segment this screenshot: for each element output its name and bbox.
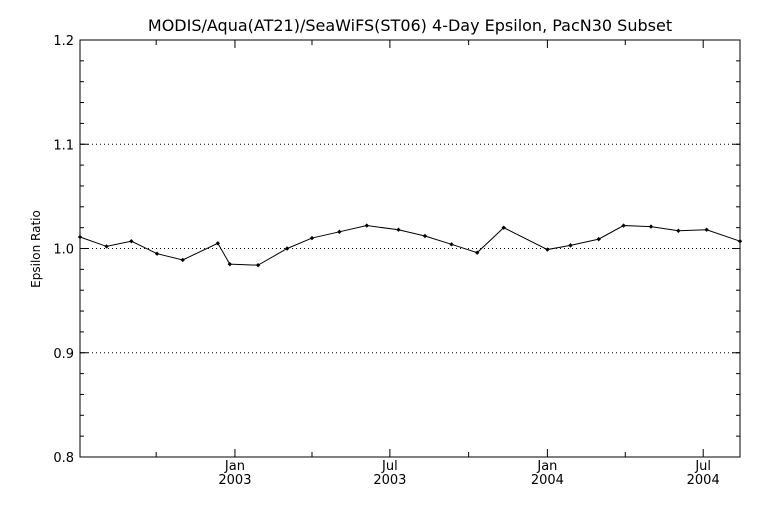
- x-tick-label-month: Jan: [536, 459, 557, 474]
- data-point-marker: [337, 229, 342, 235]
- data-point-marker: [215, 241, 221, 246]
- data-point-marker: [255, 262, 261, 268]
- data-point-marker: [284, 246, 290, 251]
- x-tick-label-year: 2004: [531, 473, 564, 488]
- y-tick-label: 1.2: [53, 34, 74, 49]
- data-point-marker: [501, 225, 506, 230]
- y-axis-label: Epsilon Ratio: [29, 210, 43, 288]
- data-point-marker: [704, 227, 709, 232]
- data-point-marker: [104, 244, 109, 249]
- data-point-marker: [227, 261, 233, 267]
- data-point-marker: [364, 223, 369, 228]
- y-tick-label: 1.1: [53, 138, 74, 153]
- data-point-marker: [422, 233, 428, 239]
- data-point-marker: [77, 234, 83, 240]
- x-tick-label-month: Jul: [694, 459, 711, 474]
- y-tick-label: 1.0: [53, 243, 74, 258]
- axes-layer: 0.80.91.01.11.2Jan2003Jul2003Jan2004Jul2…: [53, 34, 741, 488]
- y-tick-label: 0.8: [53, 451, 74, 466]
- chart-title: MODIS/Aqua(AT21)/SeaWiFS(ST06) 4-Day Eps…: [148, 16, 672, 35]
- x-tick-label-month: Jan: [224, 459, 245, 474]
- y-tick-label: 0.9: [53, 347, 74, 362]
- data-point-marker: [596, 236, 601, 242]
- series-layer: [77, 223, 743, 268]
- data-point-marker: [737, 239, 743, 244]
- data-point-marker: [396, 227, 401, 232]
- x-tick-label-year: 2003: [373, 473, 406, 488]
- data-point-marker: [474, 250, 480, 255]
- data-point-marker: [621, 223, 626, 228]
- data-point-marker: [129, 239, 134, 244]
- x-tick-label-month: Jul: [381, 459, 398, 474]
- x-tick-label-year: 2004: [687, 473, 720, 488]
- x-tick-label-year: 2003: [218, 473, 251, 488]
- data-point-marker: [154, 251, 160, 256]
- data-point-marker: [180, 257, 185, 263]
- data-point-marker: [449, 242, 454, 247]
- data-point-marker: [309, 235, 315, 241]
- data-point-marker: [648, 224, 654, 229]
- data-point-marker: [545, 247, 550, 252]
- data-point-marker: [676, 228, 681, 233]
- data-point-marker: [568, 243, 573, 248]
